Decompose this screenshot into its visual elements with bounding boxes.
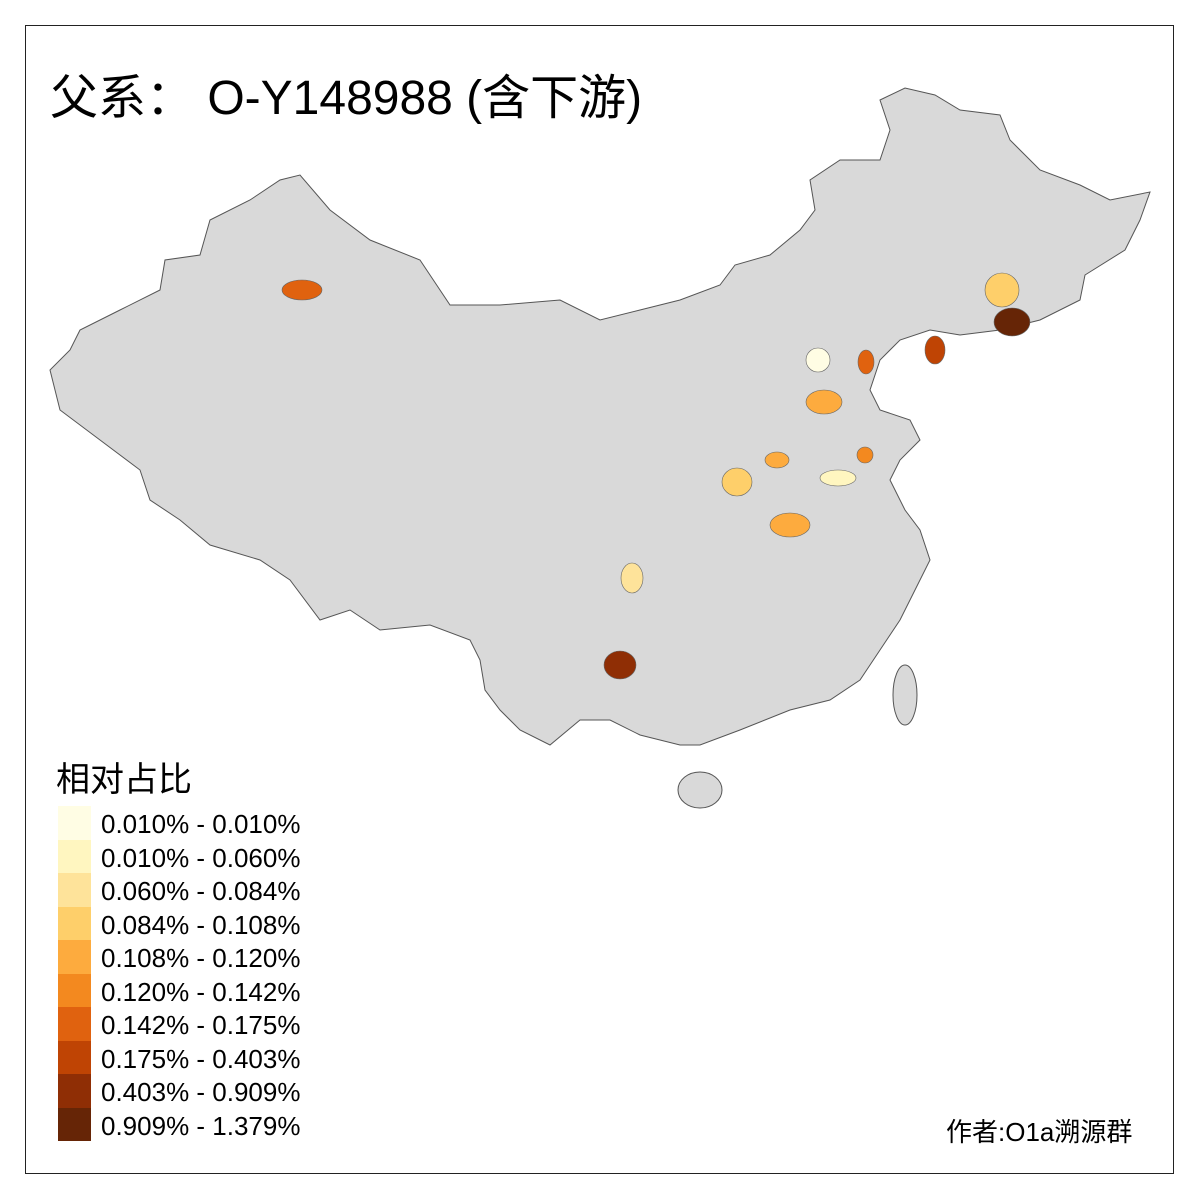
legend-swatch — [58, 940, 91, 974]
highlighted-region — [620, 562, 644, 594]
legend-item: 0.403% - 0.909% — [58, 1074, 358, 1108]
highlighted-region — [993, 307, 1031, 337]
highlighted-region — [984, 272, 1020, 308]
legend-swatch — [58, 839, 91, 873]
highlighted-region — [764, 451, 790, 469]
legend-label: 0.142% - 0.175% — [101, 1010, 301, 1040]
highlighted-region — [769, 512, 811, 538]
author-credit: 作者:O1a溯源群 — [946, 1117, 1133, 1147]
highlighted-region — [819, 469, 857, 487]
legend-label: 0.403% - 0.909% — [101, 1077, 301, 1107]
legend-item: 0.108% - 0.120% — [58, 940, 358, 974]
legend-item: 0.084% - 0.108% — [58, 906, 358, 940]
highlighted-regions — [281, 272, 1031, 680]
legend-item: 0.010% - 0.010% — [58, 806, 358, 840]
legend-item: 0.120% - 0.142% — [58, 973, 358, 1007]
legend-swatch — [58, 806, 91, 840]
highlighted-region — [856, 446, 874, 464]
legend-swatch — [58, 1107, 91, 1141]
legend-title: 相对占比 — [56, 760, 192, 800]
highlighted-region — [805, 389, 843, 415]
highlighted-region — [857, 349, 875, 375]
legend-swatch — [58, 1007, 91, 1041]
legend-label: 0.120% - 0.142% — [101, 976, 301, 1007]
legend-item: 0.909% - 1.379% — [58, 1107, 358, 1141]
taiwan-island — [892, 664, 918, 726]
legend-swatch — [58, 973, 91, 1007]
legend-swatch — [58, 873, 91, 907]
legend-item: 0.010% - 0.060% — [58, 839, 358, 873]
highlighted-region — [603, 650, 637, 680]
legend-label: 0.108% - 0.120% — [101, 943, 301, 973]
legend-label: 0.010% - 0.060% — [101, 842, 301, 873]
legend-item: 0.142% - 0.175% — [58, 1007, 358, 1041]
highlighted-region — [281, 279, 323, 301]
legend-label: 0.010% - 0.010% — [101, 809, 301, 839]
highlighted-region — [721, 467, 753, 497]
hainan-island — [677, 771, 723, 809]
legend-swatch — [58, 1040, 91, 1074]
legend-label: 0.060% - 0.084% — [101, 876, 301, 906]
legend-item: 0.060% - 0.084% — [58, 873, 358, 907]
highlighted-region — [924, 335, 946, 365]
map-frame — [25, 25, 1174, 1174]
map-title: 父系： O-Y148988 (含下游) — [50, 72, 643, 125]
legend-swatch — [58, 1074, 91, 1108]
legend-swatch — [58, 906, 91, 940]
legend-label: 0.175% - 0.403% — [101, 1043, 301, 1074]
legend-label: 0.909% - 1.379% — [101, 1110, 301, 1141]
legend-label: 0.084% - 0.108% — [101, 909, 301, 940]
legend-item: 0.175% - 0.403% — [58, 1040, 358, 1074]
highlighted-region — [805, 347, 831, 373]
